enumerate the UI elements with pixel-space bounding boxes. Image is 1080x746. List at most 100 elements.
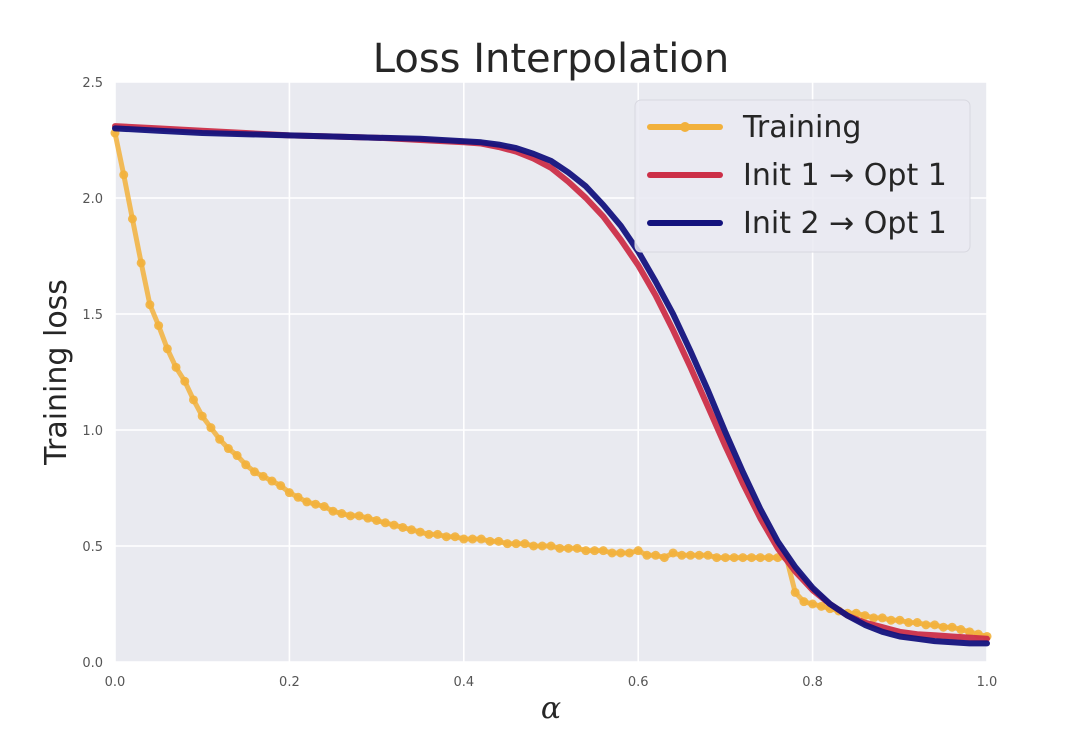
data-point <box>345 511 355 521</box>
data-point <box>415 527 425 537</box>
legend-label: Training <box>742 110 861 145</box>
data-point <box>162 344 172 354</box>
data-point <box>406 525 416 535</box>
data-point <box>877 613 887 623</box>
data-point <box>930 620 940 630</box>
data-point <box>529 541 539 551</box>
data-point <box>188 395 198 405</box>
data-point <box>485 536 495 546</box>
data-point <box>154 321 164 331</box>
legend: Training Init 1 → Opt 1 Init 2 → Opt 1 <box>634 99 971 253</box>
data-point <box>127 214 137 224</box>
data-point <box>904 618 914 628</box>
data-point <box>223 444 233 454</box>
data-point <box>319 502 329 512</box>
y-tick-label: 0.5 <box>82 540 103 555</box>
data-point <box>729 553 739 563</box>
series-3 <box>112 125 990 647</box>
data-point <box>119 170 129 180</box>
data-point <box>659 553 669 563</box>
data-point <box>206 423 216 433</box>
legend-entry: Training <box>647 110 861 145</box>
data-point <box>459 534 469 544</box>
data-point <box>363 513 373 523</box>
data-point <box>947 622 957 632</box>
legend-entry: Init 2 → Opt 1 <box>647 206 947 241</box>
data-point <box>790 587 800 597</box>
data-point <box>136 258 146 268</box>
data-point <box>590 546 600 556</box>
data-point <box>171 362 181 372</box>
data-point <box>581 546 591 556</box>
data-point <box>938 622 948 632</box>
x-tick-label: 1.0 <box>977 675 998 690</box>
data-point <box>738 553 748 563</box>
data-point <box>250 467 260 477</box>
data-point <box>398 522 408 532</box>
data-point <box>668 548 678 558</box>
x-tick-label: 0.8 <box>802 675 823 690</box>
data-point <box>241 460 251 470</box>
data-point <box>747 553 757 563</box>
series-layer <box>110 123 992 647</box>
data-point <box>912 618 922 628</box>
data-point <box>502 539 512 549</box>
data-point <box>624 548 634 558</box>
data-point <box>276 481 286 491</box>
data-point <box>651 550 661 560</box>
x-axis-label: α <box>541 691 561 726</box>
data-point <box>860 611 870 621</box>
data-point <box>197 411 207 421</box>
data-point <box>598 546 608 556</box>
x-tick-labels: 0.0 0.2 0.4 0.6 0.8 1.0 <box>105 675 998 690</box>
y-tick-label: 2.5 <box>82 76 103 91</box>
y-tick-label: 2.0 <box>82 192 103 207</box>
data-point <box>476 534 486 544</box>
data-point <box>677 550 687 560</box>
y-tick-labels: 0.0 0.5 1.0 1.5 2.0 2.5 <box>82 76 103 671</box>
data-point <box>965 627 975 637</box>
data-point <box>311 499 321 509</box>
data-point <box>703 550 713 560</box>
y-axis-label: Training loss <box>39 279 74 466</box>
x-tick-label: 0.0 <box>105 675 126 690</box>
data-point <box>607 548 617 558</box>
data-point <box>293 492 303 502</box>
y-tick-label: 0.0 <box>82 656 103 671</box>
data-point <box>755 553 765 563</box>
data-point <box>712 553 722 563</box>
data-point <box>441 532 451 542</box>
data-point <box>302 497 312 507</box>
legend-box <box>634 99 971 253</box>
data-point <box>895 615 905 625</box>
data-point <box>546 541 556 551</box>
data-point <box>180 376 190 386</box>
y-tick-label: 1.5 <box>82 308 103 323</box>
x-tick-label: 0.2 <box>279 675 300 690</box>
data-point <box>511 539 521 549</box>
data-point <box>956 625 966 635</box>
data-point <box>380 518 390 528</box>
data-point <box>799 597 809 607</box>
y-tick-label: 1.0 <box>82 424 103 439</box>
data-point <box>468 534 478 544</box>
series-line <box>112 125 990 647</box>
data-point <box>337 509 347 519</box>
data-point <box>808 599 818 609</box>
data-point <box>389 520 399 530</box>
data-point <box>633 546 643 556</box>
data-point <box>258 471 268 481</box>
data-point <box>642 550 652 560</box>
data-point <box>450 532 460 542</box>
data-point <box>720 553 730 563</box>
data-point <box>494 536 504 546</box>
data-point <box>372 515 382 525</box>
data-point <box>616 548 626 558</box>
legend-entry: Init 1 → Opt 1 <box>647 158 947 193</box>
data-point <box>886 615 896 625</box>
data-point <box>267 476 277 486</box>
legend-label: Init 1 → Opt 1 <box>743 158 947 193</box>
data-point <box>520 539 530 549</box>
data-point <box>537 541 547 551</box>
data-point <box>555 543 565 553</box>
